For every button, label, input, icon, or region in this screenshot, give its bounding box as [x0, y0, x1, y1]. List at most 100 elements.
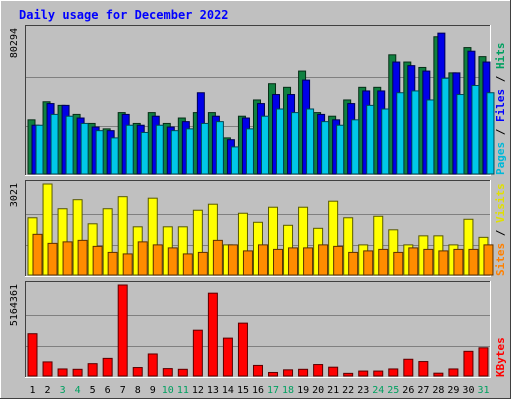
x-tick-label: 20	[312, 385, 324, 396]
bar-fill	[343, 372, 354, 377]
x-tick-label: 23	[357, 385, 369, 396]
bar-kbytes-day-20	[313, 364, 324, 377]
bar-sites-day-10	[167, 247, 178, 276]
x-tick-label: 11	[177, 385, 189, 396]
x-tick-label: 24	[372, 385, 384, 396]
bar-fill	[328, 366, 339, 377]
bar-fill	[441, 77, 450, 175]
series-sites	[32, 233, 494, 276]
bar-sites-day-11	[182, 253, 193, 276]
bar-sites-day-6	[107, 251, 118, 276]
bar-fill	[65, 115, 74, 175]
bar-fill	[237, 322, 248, 377]
bar-pages-day-23	[366, 104, 375, 175]
legend-segment: /	[494, 69, 507, 89]
x-tick-label: 26	[402, 385, 414, 396]
bar-kbytes-day-12	[192, 329, 203, 377]
bar-fill	[215, 121, 224, 175]
panel-kbytes: 5164361 KBytes	[9, 281, 507, 378]
bar-fill	[276, 108, 285, 175]
bar-sites-day-3	[62, 241, 73, 276]
bar-fill	[245, 128, 254, 175]
bar-pages-day-11	[185, 128, 194, 175]
x-tick-label: 1	[30, 385, 36, 396]
x-tick-label: 30	[462, 385, 474, 396]
bar-fill	[486, 92, 495, 175]
x-tick-label: 27	[417, 385, 429, 396]
bar-fill	[426, 99, 435, 175]
bar-fill	[303, 247, 314, 276]
bar-fill	[152, 244, 163, 276]
bar-pages-day-3	[65, 115, 74, 175]
bar-sites-day-1	[32, 233, 43, 276]
bar-fill	[72, 368, 83, 377]
bar-fill	[155, 124, 164, 175]
bar-pages-day-14	[230, 146, 239, 175]
bar-pages-day-2	[50, 113, 59, 175]
bar-fill	[47, 242, 58, 276]
bar-fill	[423, 248, 434, 276]
bar-pages-day-6	[110, 137, 119, 175]
bar-kbytes-day-28	[433, 372, 444, 377]
bar-fill	[242, 250, 253, 276]
bar-fill	[132, 367, 143, 377]
bar-fill	[438, 250, 449, 276]
bar-pages-day-8	[140, 131, 149, 175]
series-kbytes	[27, 284, 489, 377]
bar-kbytes-day-5	[87, 363, 98, 377]
bar-pages-day-12	[200, 122, 209, 175]
bar-fill	[230, 146, 239, 175]
bar-fill	[182, 253, 193, 276]
bar-fill	[260, 115, 269, 175]
bar-fill	[137, 241, 148, 276]
bar-pages-day-7	[125, 124, 134, 175]
x-tick-label: 7	[120, 385, 126, 396]
bar-sites-day-18	[288, 247, 299, 276]
bar-fill	[351, 119, 360, 175]
bar-fill	[147, 353, 158, 377]
bar-fill	[393, 251, 404, 276]
bar-sites-day-26	[408, 247, 419, 276]
bar-fill	[298, 368, 309, 377]
x-tick-label: 9	[150, 385, 156, 396]
bar-fill	[87, 363, 98, 377]
bar-fill	[170, 130, 179, 175]
bar-sites-day-15	[242, 250, 253, 276]
bar-sites-day-13	[212, 239, 223, 276]
panel-legend: Pages / Files / Hits	[494, 43, 507, 176]
bar-fill	[222, 337, 233, 377]
x-tick-label: 10	[162, 385, 174, 396]
bar-fill	[140, 131, 149, 175]
bar-fill	[403, 358, 414, 377]
bar-fill	[408, 247, 419, 276]
bar-fill	[348, 251, 359, 276]
panel-hits-files-pages: 80294 Pages / Files / Hits	[9, 25, 507, 176]
legend-segment: Sites	[494, 243, 507, 276]
bar-fill	[200, 122, 209, 175]
bar-sites-day-21	[333, 245, 344, 276]
bar-kbytes-day-10	[162, 368, 173, 377]
bar-pages-day-13	[215, 121, 224, 175]
bar-kbytes-day-1	[27, 333, 38, 377]
bar-kbytes-day-19	[298, 368, 309, 377]
bar-pages-day-18	[291, 112, 300, 175]
bar-sites-day-25	[393, 251, 404, 276]
x-tick-label: 2	[45, 385, 51, 396]
bar-sites-day-28	[438, 250, 449, 276]
bar-kbytes-day-6	[102, 357, 113, 377]
bar-fill	[50, 113, 59, 175]
bar-fill	[273, 248, 284, 276]
legend-segment: Files	[494, 89, 507, 122]
bar-sites-day-5	[92, 245, 103, 276]
panel-legend: KBytes	[494, 337, 507, 377]
bar-sites-day-8	[137, 241, 148, 276]
bar-fill	[57, 368, 68, 377]
bar-fill	[283, 369, 294, 377]
x-tick-label: 4	[75, 385, 81, 396]
bar-kbytes-day-8	[132, 367, 143, 377]
bar-fill	[35, 124, 44, 175]
panel-legend: Sites / Visits	[494, 183, 507, 276]
x-tick-label: 17	[267, 385, 279, 396]
x-tick-label: 15	[237, 385, 249, 396]
